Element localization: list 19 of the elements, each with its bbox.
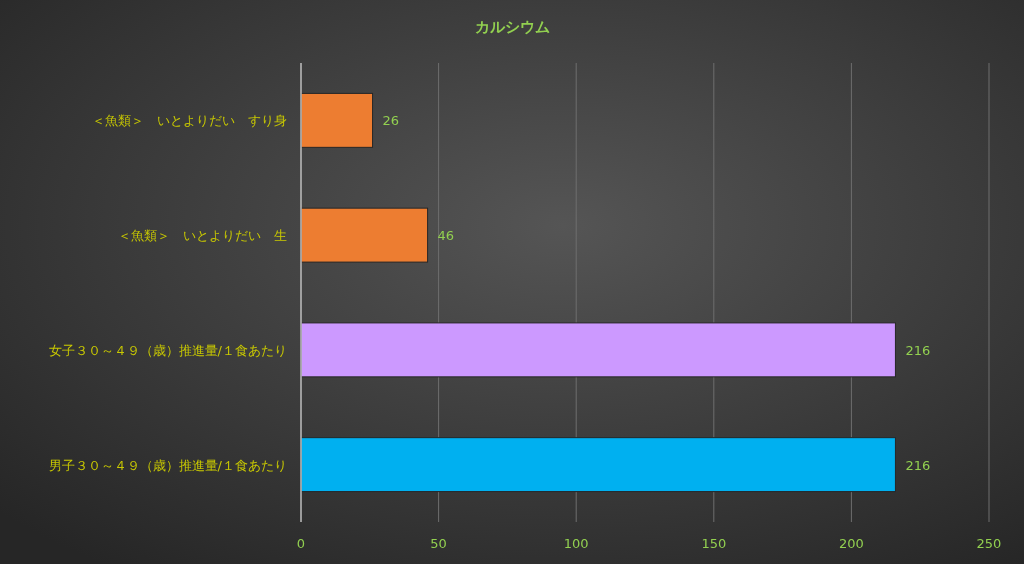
y-tick-label: ＜魚類＞ いとよりだい すり身 [92,113,287,129]
x-tick-label: 0 [296,536,306,551]
x-tick-label: 200 [838,536,864,551]
y-tick-label: ＜魚類＞ いとよりだい 生 [118,228,287,244]
data-label: 216 [905,457,931,473]
bar [300,322,896,378]
x-tick-label: 250 [976,536,1002,551]
x-tick-label: 150 [701,536,727,551]
x-tick-label: 50 [430,536,447,551]
bar [300,92,374,148]
x-tick-label: 100 [563,536,589,551]
y-tick-label: 女子３０～４９（歳）推進量/１食あたり [48,342,287,358]
data-label: 26 [382,113,400,129]
bar [300,437,896,493]
bar [300,207,429,263]
chart-title: カルシウム [474,18,550,36]
y-tick-label: 男子３０～４９（歳）推進量/１食あたり [48,457,287,473]
data-label: 216 [905,342,931,358]
data-label: 46 [437,228,455,244]
